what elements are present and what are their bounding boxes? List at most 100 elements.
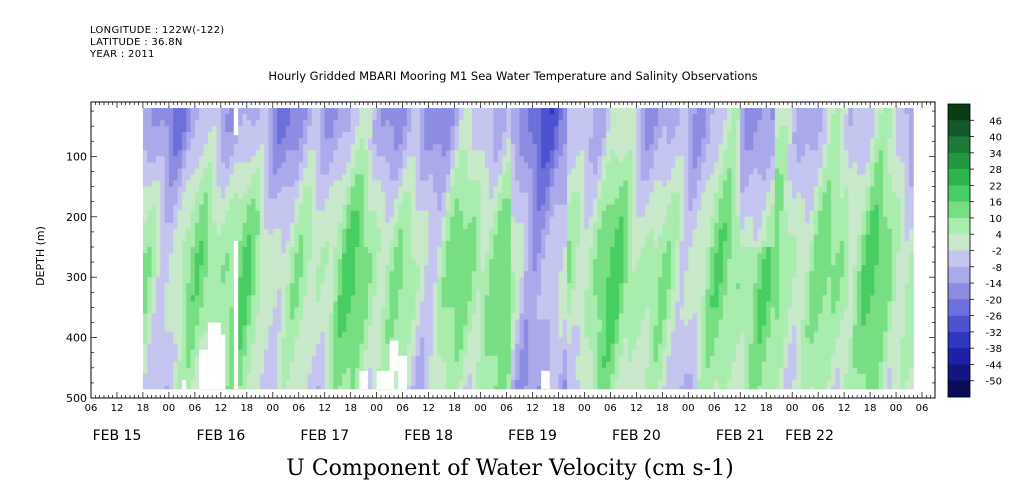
heatmap-cell [510,246,516,254]
heatmap-cell [571,168,577,175]
heatmap-cell [584,379,590,387]
heatmap-cell [380,150,386,157]
heatmap-cell [402,277,408,284]
heatmap-cell [385,355,391,363]
heatmap-cell [536,144,542,151]
heatmap-cell [428,180,434,187]
heatmap-cell [277,198,282,206]
heatmap-cell [359,343,365,351]
heatmap-cell [415,379,421,387]
heatmap-cell [588,162,594,169]
heatmap-cell [264,108,269,115]
heatmap-cell [264,240,269,248]
heatmap-cell [380,240,386,248]
heatmap-cell [545,228,551,236]
heatmap-cell [298,259,304,266]
heatmap-cell [432,210,438,218]
heatmap-cell [264,168,269,175]
heatmap-cell [467,349,473,357]
heatmap-cell [190,228,196,236]
heatmap-cell [294,313,300,320]
heatmap-cell [458,204,464,212]
heatmap-cell [320,313,326,320]
heatmap-cell [476,361,481,369]
heatmap-cell [411,349,417,357]
heatmap-cell [471,271,477,278]
heatmap-cell [484,150,490,157]
heatmap-cell [173,271,178,278]
heatmap-cell [281,373,287,381]
heatmap-cell [532,307,538,314]
heatmap-cell [216,204,222,212]
heatmap-cell [506,307,512,314]
heatmap-cell [567,343,572,351]
heatmap-cell [212,228,217,236]
heatmap-cell [523,319,529,326]
heatmap-cell [298,144,304,151]
heatmap-cell [597,168,603,175]
heatmap-cell [307,295,313,302]
heatmap-cell [528,325,533,332]
heatmap-cell [523,253,529,260]
heatmap-cell [238,265,243,272]
heatmap-cell [164,174,170,181]
heatmap-cell [549,349,555,357]
heatmap-cell [515,319,520,326]
heatmap-cell [536,265,542,272]
heatmap-cell [151,246,157,254]
heatmap-cell [316,253,321,260]
heatmap-cell [359,210,365,218]
heatmap-cell [489,138,494,145]
heatmap-cell [160,132,165,139]
heatmap-cell [294,180,300,187]
heatmap-cell [207,246,213,254]
heatmap-cell [497,234,503,242]
heatmap-cell [432,265,438,272]
heatmap-cell [333,319,339,326]
heatmap-cell [385,144,391,151]
heatmap-cell [238,108,243,115]
heatmap-cell [298,186,304,194]
heatmap-cell [298,246,304,254]
heatmap-cell [368,228,373,236]
heatmap-cell [536,222,542,230]
heatmap-cell [584,144,590,151]
heatmap-cell [441,108,447,115]
heatmap-cell [220,313,226,320]
heatmap-cell [342,120,347,127]
heatmap-cell [199,331,204,338]
heatmap-cell [389,168,395,175]
heatmap-cell [259,150,265,157]
heatmap-cell [268,228,274,236]
heatmap-cell [567,186,572,194]
heatmap-cell [380,349,386,357]
heatmap-cell [246,126,252,133]
heatmap-cell [502,180,507,187]
heatmap-cell [155,373,161,381]
heatmap-cell [575,307,581,314]
heatmap-cell [342,186,347,194]
heatmap-cell [359,108,365,115]
heatmap-cell [368,379,373,387]
heatmap-cell [463,295,468,302]
heatmap-cell [398,331,404,338]
heatmap-cell [259,222,265,230]
heatmap-cell [142,246,148,254]
heatmap-cell [588,367,594,375]
heatmap-cell [597,210,603,218]
heatmap-cell [545,361,551,369]
heatmap-cell [567,265,572,272]
heatmap-cell [242,271,248,278]
heatmap-cell [571,301,577,308]
heatmap-cell [545,192,551,200]
heatmap-cell [194,343,200,351]
heatmap-cell [519,313,525,320]
heatmap-cell [207,174,213,181]
heatmap-cell [337,301,343,308]
heatmap-cell [445,373,451,381]
heatmap-cell [155,240,161,248]
heatmap-cell [428,216,434,224]
heatmap-cell [350,120,356,127]
heatmap-cell [333,349,339,357]
heatmap-cell [432,108,438,115]
